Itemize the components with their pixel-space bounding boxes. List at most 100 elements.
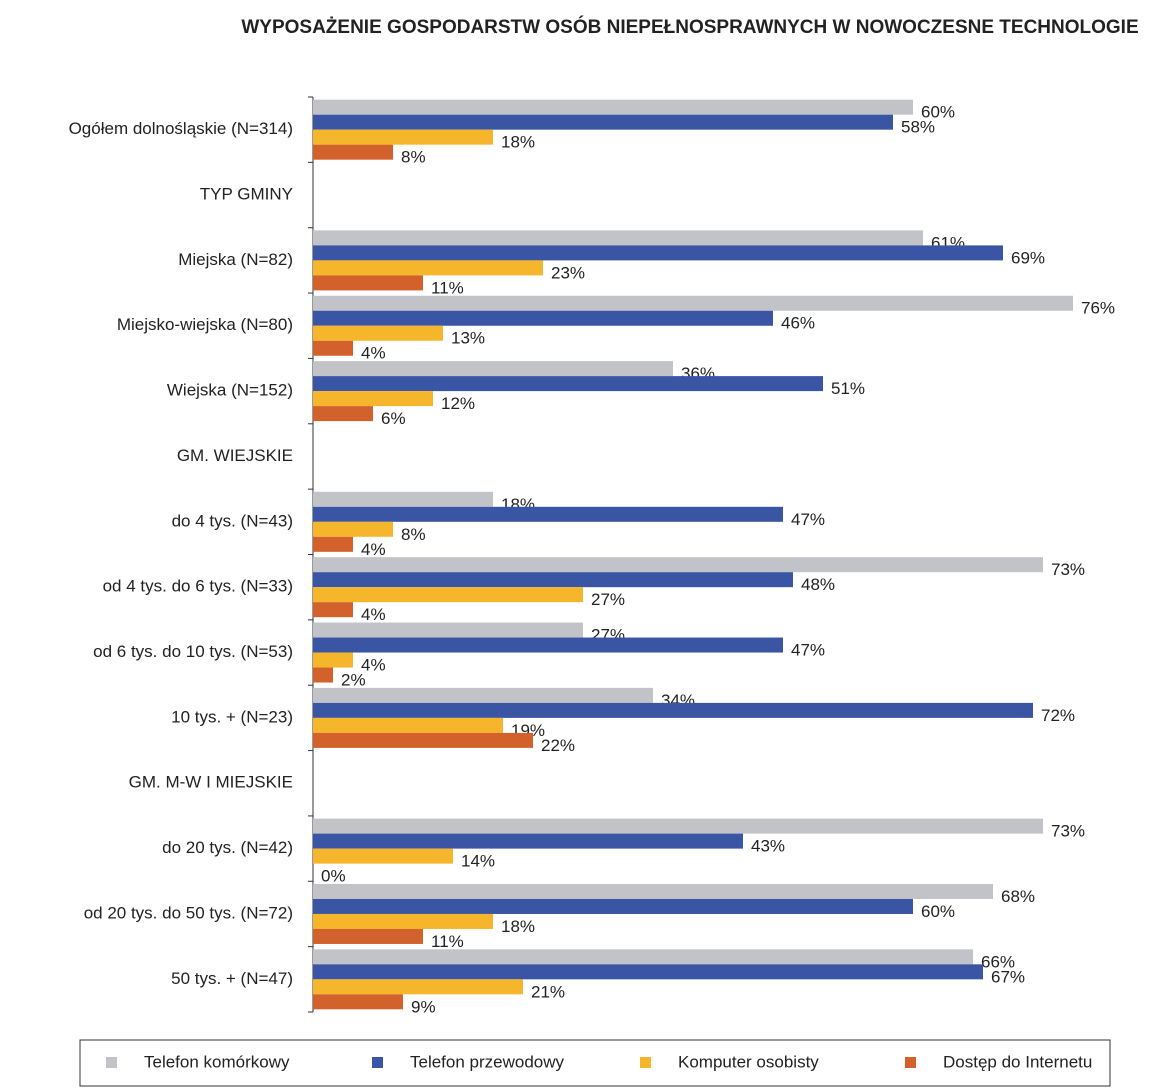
bar bbox=[313, 129, 493, 145]
bar bbox=[313, 99, 913, 115]
legend-label: Telefon komórkowy bbox=[144, 1052, 290, 1071]
bar bbox=[313, 898, 913, 914]
bar bbox=[313, 295, 1073, 311]
data-label: 9% bbox=[411, 997, 436, 1016]
y-tick-label: od 20 tys. do 50 tys. (N=72) bbox=[84, 903, 293, 922]
data-label: 27% bbox=[591, 590, 625, 609]
legend-label: Telefon przewodowy bbox=[410, 1052, 565, 1071]
bar bbox=[313, 506, 783, 522]
legend-swatch bbox=[372, 1057, 383, 1068]
data-label: 47% bbox=[791, 510, 825, 529]
bar bbox=[313, 491, 493, 507]
data-label: 18% bbox=[501, 133, 535, 152]
data-label: 12% bbox=[441, 394, 475, 413]
data-label: 11% bbox=[431, 932, 464, 951]
data-label: 8% bbox=[401, 148, 426, 167]
bar bbox=[313, 536, 353, 552]
data-label: 66% bbox=[981, 952, 1015, 971]
bar bbox=[313, 587, 583, 603]
bar bbox=[313, 994, 403, 1010]
bar bbox=[313, 667, 333, 683]
bar bbox=[313, 557, 1043, 573]
y-tick-label: GM. WIEJSKIE bbox=[177, 446, 293, 465]
bar bbox=[313, 652, 353, 668]
data-label: 73% bbox=[1051, 822, 1085, 841]
y-tick-label: Wiejska (N=152) bbox=[167, 381, 293, 400]
bar bbox=[313, 979, 523, 995]
y-tick-label: GM. M-W I MIEJSKIE bbox=[129, 773, 293, 792]
data-label: 51% bbox=[831, 379, 865, 398]
data-label: 67% bbox=[991, 967, 1025, 986]
bar bbox=[313, 833, 743, 849]
bar bbox=[313, 637, 783, 653]
bar bbox=[313, 114, 893, 130]
y-tick-label: Ogółem dolnośląskie (N=314) bbox=[69, 119, 293, 138]
bar bbox=[313, 275, 423, 291]
y-tick-label: TYP GMINY bbox=[200, 185, 293, 204]
bar bbox=[313, 602, 353, 618]
data-label: 2% bbox=[341, 671, 366, 690]
legend-swatch bbox=[905, 1057, 916, 1068]
data-label: 60% bbox=[921, 902, 955, 921]
bar bbox=[313, 572, 793, 588]
data-label: 0% bbox=[321, 867, 346, 886]
legend-box bbox=[79, 1039, 1111, 1087]
y-tick-label: Miejska (N=82) bbox=[178, 250, 293, 269]
data-label: 68% bbox=[1001, 887, 1035, 906]
y-tick-label: do 4 tys. (N=43) bbox=[172, 511, 293, 530]
legend-swatch bbox=[106, 1057, 117, 1068]
y-tick-label: do 20 tys. (N=42) bbox=[162, 838, 293, 857]
data-label: 22% bbox=[541, 736, 575, 755]
bar bbox=[313, 687, 653, 703]
data-label: 6% bbox=[381, 409, 406, 428]
legend-swatch bbox=[640, 1057, 651, 1068]
data-label: 13% bbox=[451, 329, 485, 348]
data-label: 47% bbox=[791, 641, 825, 660]
bar bbox=[313, 883, 993, 899]
bar bbox=[313, 361, 673, 377]
legend-label: Komputer osobisty bbox=[678, 1052, 819, 1071]
bar bbox=[313, 144, 393, 160]
data-label: 21% bbox=[531, 982, 565, 1001]
data-label: 58% bbox=[901, 118, 935, 137]
data-label: 73% bbox=[1051, 560, 1085, 579]
y-tick-label: Miejsko-wiejska (N=80) bbox=[117, 315, 293, 334]
data-label: 69% bbox=[1011, 248, 1045, 267]
data-label: 4% bbox=[361, 540, 386, 559]
data-label: 72% bbox=[1041, 706, 1075, 725]
bar bbox=[313, 521, 393, 537]
data-label: 46% bbox=[781, 314, 815, 333]
bar bbox=[313, 406, 373, 422]
data-label: 60% bbox=[921, 103, 955, 122]
bar bbox=[313, 702, 1033, 718]
bar bbox=[313, 732, 533, 748]
data-label: 8% bbox=[401, 525, 426, 544]
bar bbox=[313, 325, 443, 341]
bar bbox=[313, 230, 923, 246]
bar bbox=[313, 310, 773, 326]
chart-title: WYPOSAŻENIE GOSPODARSTW OSÓB NIEPEŁNOSPR… bbox=[241, 17, 1139, 38]
data-label: 4% bbox=[361, 344, 386, 363]
bar bbox=[313, 260, 543, 276]
data-label: 43% bbox=[751, 837, 785, 856]
data-label: 14% bbox=[461, 852, 495, 871]
data-label: 4% bbox=[361, 605, 386, 624]
y-tick-label: 10 tys. + (N=23) bbox=[171, 707, 293, 726]
bar bbox=[313, 391, 433, 407]
bar bbox=[313, 622, 583, 638]
bar bbox=[313, 848, 453, 864]
data-label: 23% bbox=[551, 263, 585, 282]
y-tick-label: 50 tys. + (N=47) bbox=[171, 969, 293, 988]
bar bbox=[313, 340, 353, 356]
data-label: 18% bbox=[501, 917, 535, 936]
bar bbox=[313, 818, 1043, 834]
bar bbox=[313, 949, 973, 965]
y-tick-label: od 4 tys. do 6 tys. (N=33) bbox=[103, 577, 293, 596]
bar bbox=[313, 376, 823, 392]
data-label: 11% bbox=[431, 278, 464, 297]
data-label: 76% bbox=[1081, 299, 1115, 318]
bar bbox=[313, 928, 423, 944]
legend-label: Dostęp do Internetu bbox=[943, 1052, 1092, 1071]
